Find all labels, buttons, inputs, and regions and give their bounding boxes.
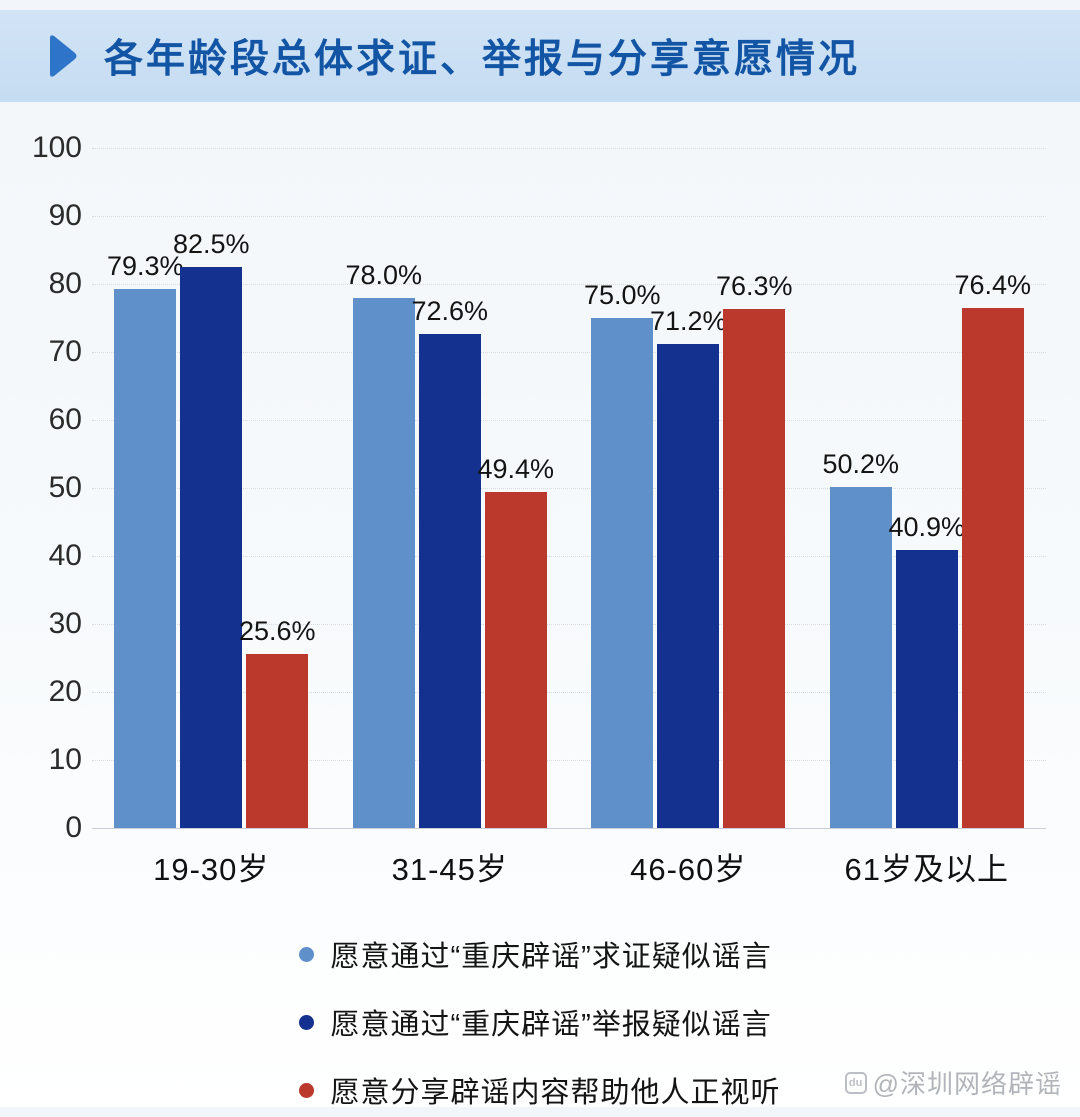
legend-dot-verify — [299, 946, 315, 962]
legend-item: 愿意分享辟谣内容帮助他人正视听 — [299, 1069, 780, 1111]
bar: 49.4% — [477, 454, 554, 828]
title-marker-icon — [50, 35, 77, 77]
bar-value-label: 82.5% — [172, 229, 250, 259]
y-tick-label: 70 — [48, 335, 82, 368]
bar-groups: 79.3% 82.5% 25.6% 78.0% 72.6% 49.4% 75.0% 71.2%… — [92, 148, 1046, 828]
legend-label: 愿意通过“重庆辟谣”求证疑似谣言 — [330, 941, 772, 973]
bar-value-label: 25.6% — [238, 615, 316, 646]
gridline — [92, 420, 1046, 421]
bar: 79.3% — [107, 251, 184, 828]
y-tick-label: 20 — [48, 675, 82, 708]
bar-value-label: 50.2% — [822, 448, 900, 479]
bar-group: 79.3% 82.5% 25.6% — [92, 148, 331, 828]
gridline — [92, 352, 1046, 353]
y-tick-label: 50 — [48, 471, 82, 504]
watermark-text: @深圳网络辟谣 — [872, 1069, 1062, 1099]
watermark-icon: du — [844, 1071, 867, 1094]
bar-chart: 0 10 20 30 40 50 60 70 80 90 100 79.3% 82.5% 25.6% 78… — [0, 102, 1080, 889]
bar-value-label: 76.4% — [954, 270, 1032, 301]
legend-item: 愿意通过“重庆辟谣”举报疑似谣言 — [299, 1001, 771, 1043]
gridline — [92, 148, 1046, 149]
plot-area: 79.3% 82.5% 25.6% 78.0% 72.6% 49.4% 75.0% 71.2%… — [92, 148, 1046, 829]
page-title: 各年龄段总体求证、举报与分享意愿情况 — [104, 38, 861, 81]
x-tick-label: 61岁及以上 — [844, 852, 1009, 887]
header: 各年龄段总体求证、举报与分享意愿情况 — [0, 10, 1080, 102]
y-axis: 0 10 20 30 40 50 60 70 80 90 100 — [22, 131, 92, 844]
bar: 71.2% — [650, 306, 727, 828]
gridline — [92, 216, 1046, 217]
legend-label: 愿意通过“重庆辟谣”举报疑似谣言 — [330, 1009, 772, 1041]
gridline — [92, 556, 1046, 557]
bar-group: 78.0% 72.6% 49.4% — [331, 148, 570, 828]
gridline — [92, 284, 1046, 285]
bar-value-label: 76.3% — [715, 271, 793, 302]
watermark: du @深圳网络辟谣 — [844, 1064, 1062, 1101]
x-tick-label: 46-60岁 — [630, 852, 747, 887]
x-tick-label: 19-30岁 — [153, 852, 270, 887]
bar: 50.2% — [822, 449, 899, 828]
bar: 75.0% — [584, 280, 661, 828]
legend-dot-report — [299, 1014, 315, 1030]
gridline — [92, 692, 1046, 693]
bar-value-label: 40.9% — [888, 511, 966, 542]
y-tick-label: 10 — [48, 743, 82, 776]
bar-value-label: 49.4% — [477, 454, 555, 485]
y-tick-label: 60 — [48, 403, 82, 436]
legend-item: 愿意通过“重庆辟谣”求证疑似谣言 — [299, 933, 771, 975]
bar-value-label: 78.0% — [345, 259, 423, 290]
bar-group: 50.2% 40.9% 76.4% — [808, 148, 1047, 828]
bar-group: 75.0% 71.2% 76.3% — [569, 148, 808, 828]
bar-value-label: 79.3% — [106, 250, 184, 281]
legend: 愿意通过“重庆辟谣”求证疑似谣言 愿意通过“重庆辟谣”举报疑似谣言 愿意分享辟谣… — [299, 933, 780, 1111]
bar-value-label: 71.2% — [649, 305, 727, 336]
bar-value-label: 72.6% — [411, 296, 489, 327]
gridline — [92, 624, 1046, 625]
gridline — [92, 488, 1046, 489]
bar: 72.6% — [411, 296, 488, 828]
y-tick-label: 90 — [48, 199, 82, 232]
y-tick-label: 40 — [48, 539, 82, 572]
y-tick-label: 80 — [48, 267, 82, 300]
legend-dot-share — [299, 1082, 315, 1098]
x-axis-labels: 19-30岁 31-45岁 46-60岁 61岁及以上 — [92, 844, 1046, 889]
bar: 25.6% — [239, 616, 316, 828]
x-tick-label: 31-45岁 — [391, 852, 508, 887]
bar-value-label: 75.0% — [583, 280, 661, 310]
gridline — [92, 828, 1046, 829]
bar: 82.5% — [173, 229, 250, 828]
gridline — [92, 760, 1046, 761]
y-tick-label: 100 — [31, 131, 82, 164]
legend-label: 愿意分享辟谣内容帮助他人正视听 — [330, 1077, 781, 1109]
y-tick-label: 30 — [48, 607, 82, 640]
bar: 78.0% — [345, 260, 422, 828]
bar: 76.3% — [716, 271, 793, 828]
bar: 40.9% — [888, 512, 965, 828]
bar: 76.4% — [954, 270, 1031, 828]
y-tick-label: 0 — [65, 811, 82, 844]
